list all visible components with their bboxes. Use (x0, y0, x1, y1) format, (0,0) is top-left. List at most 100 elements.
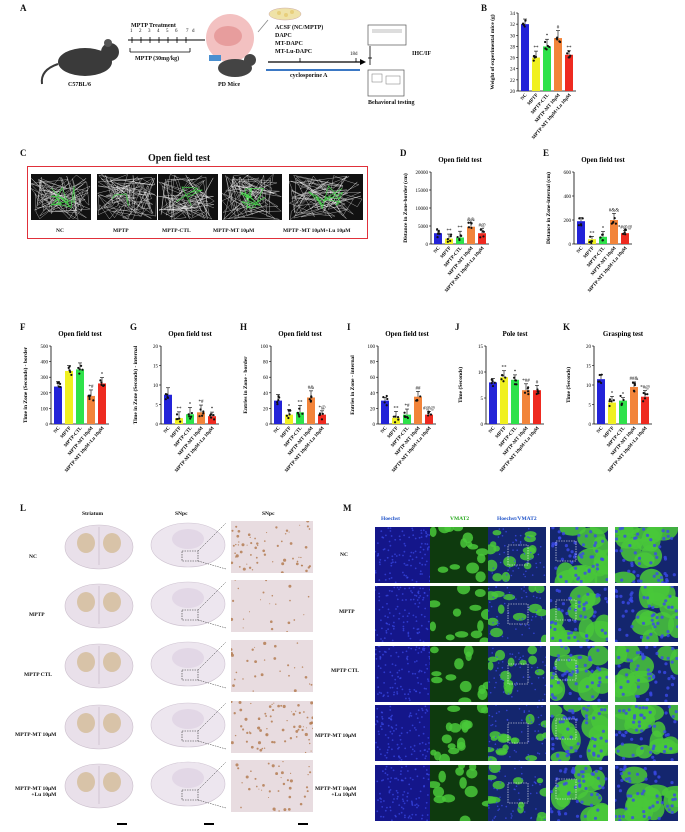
fluor-vmat2-image (430, 765, 488, 821)
chart-i-svg: Open field test 0 20 40 60 80 100 Entries in Zo… (350, 330, 436, 474)
chart-d-svg: Open field test 0 5000 10000 15000 20000 Dista… (402, 156, 489, 294)
chart-h-sig: ** (298, 400, 304, 405)
chart-j-ytick: 15 (478, 345, 484, 350)
chart-i-ytick: 80 (370, 361, 376, 366)
chart-b-bar (543, 46, 551, 91)
openfield-title: Open field test (148, 153, 211, 164)
chart-d-ylabel: Distance in Zone-border (cm) (402, 173, 409, 243)
fluor-zoom2-image (615, 705, 678, 761)
chart-g-ylabel: Time in Zone (Seconds) - internal (132, 345, 139, 424)
chart-d-ytick: 20000 (416, 171, 429, 176)
fluor-merge-image (488, 527, 546, 583)
chart-e-sig: #&& (609, 208, 619, 213)
chart-h-bar (274, 400, 282, 424)
histology-zoom-image (230, 519, 313, 575)
chart-j-ylabel: Time (Seconds) (457, 367, 464, 403)
fluor-merge-image (488, 705, 546, 761)
chart-i-ytick: 0 (373, 423, 376, 428)
chart-j-sig: ** (502, 366, 508, 371)
schematic-treatment-1: ACSF (NC/MPTP) (275, 25, 324, 31)
openfield-label-mptp: MPTP (113, 228, 129, 234)
panel-label-k: K (563, 322, 571, 332)
chart-j: Pole test 0 5 10 15 Time (Seconds) NC ** MPTP * MP… (452, 324, 560, 489)
chart-g-bar (164, 394, 172, 424)
chart-b-bar (532, 57, 540, 91)
chart-h: Open field test 0 20 40 60 80 100 Entries in Zo… (237, 324, 345, 489)
chart-k-ytick: 0 (589, 423, 592, 428)
chart-h-sig: #& (308, 386, 315, 391)
histology-row-nc: NC (29, 554, 37, 560)
chart-d: Open field test 0 5000 10000 15000 20000 Dista… (397, 150, 537, 315)
scale-bar (117, 823, 127, 825)
panel-label-l: L (20, 503, 27, 513)
chart-d-sig: #@ (478, 224, 486, 229)
chart-e-svg: Open field test 0 200 400 600 Distance in Zon… (545, 156, 632, 294)
panel-label-a: A (20, 3, 27, 13)
chart-g-category: NC (163, 426, 172, 435)
histology-snpc-image (148, 701, 227, 751)
chart-f-ylabel: Time in Zone (Seconds) - border (22, 346, 29, 423)
chart-k-bar (630, 386, 638, 424)
fluor-zoom-image (550, 765, 608, 821)
schematic-pd-mice: PD Mice (218, 82, 241, 88)
chart-k-bar (597, 379, 605, 424)
chart-h-ytick: 80 (263, 361, 269, 366)
chart-h-bar (285, 414, 293, 424)
chart-j-ytick: 10 (478, 371, 484, 376)
chart-k-ytick: 5 (589, 404, 592, 409)
chart-i-sig: #@@ (423, 406, 435, 411)
panel-label-j: J (455, 322, 460, 332)
histology-striatum-image (62, 580, 136, 630)
chart-e-ytick: 200 (564, 219, 572, 224)
chart-b-ytick: 20 (510, 90, 516, 95)
chart-h-ytick: 60 (263, 376, 269, 381)
fluor-hoechst-image (375, 765, 433, 821)
histology-zoom-image (229, 640, 313, 693)
fluor-col-vmat2: VMAT2 (450, 516, 470, 522)
histology-striatum-image (62, 521, 136, 571)
chart-h-category: NC (273, 426, 282, 435)
schematic-treatment-2: DAPC (275, 33, 292, 39)
schematic-drawing (40, 7, 407, 97)
schematic-behavior: Behavioral testing (368, 100, 415, 106)
chart-d-sig: ** (458, 226, 464, 231)
chart-h-sig: * (288, 404, 291, 409)
schematic-day-4: 4 (157, 29, 160, 34)
chart-h-bar (307, 397, 315, 424)
chart-d-bar (434, 233, 442, 244)
fluor-row-lu: MPTP-MT 10μM +Lu 10μM (315, 786, 357, 798)
fluor-col-hoechst: Hoechst (381, 516, 400, 522)
histology-row-lu: MPTP-MT 10μM +Lu 10μM (15, 786, 57, 798)
fluor-vmat2-image (430, 527, 488, 583)
chart-j-bar (522, 390, 530, 424)
chart-f-bar (98, 383, 106, 424)
chart-i-category: NC (380, 426, 389, 435)
chart-i-bar (403, 414, 411, 424)
chart-b-sig: ** (567, 46, 573, 51)
fluor-row-nc: NC (340, 552, 348, 558)
chart-f-ytick: 100 (41, 407, 49, 412)
histology-zoom-image (231, 760, 313, 812)
histology-snpc-image (148, 521, 227, 571)
panel-label-m: M (343, 503, 352, 513)
chart-g: Open field test 0 5 10 15 20 Time in Zone (Sec… (127, 324, 235, 489)
chart-g-ytick: 10 (153, 384, 159, 389)
openfield-label-lu: MPTP -MT 10μM+Lu 10μM (283, 228, 351, 234)
chart-e-ytick: 400 (564, 195, 572, 200)
chart-g-title: Open field test (168, 330, 212, 338)
schematic-treatment-4: MT-Lu-DAPC (275, 49, 313, 55)
chart-d-sig: ** (447, 229, 453, 234)
openfield-label-ctl: MPTP-CTL (162, 228, 191, 234)
scale-bar (648, 826, 660, 828)
openfield-trace (221, 173, 282, 220)
chart-g-ytick: 20 (153, 345, 159, 350)
histology-snpc-image (148, 580, 227, 630)
chart-b-ylabel: Weight of experimental mice (g) (489, 14, 496, 89)
chart-d-title: Open field test (438, 156, 482, 164)
chart-g-ytick: 15 (153, 365, 159, 370)
chart-b: 20 22 24 26 28 30 32 34 Weight of experimental m… (478, 5, 658, 141)
schematic-day-6: 6 (175, 29, 178, 34)
fluor-zoom2-image (615, 646, 678, 702)
fluor-hoechst-image (375, 586, 433, 642)
